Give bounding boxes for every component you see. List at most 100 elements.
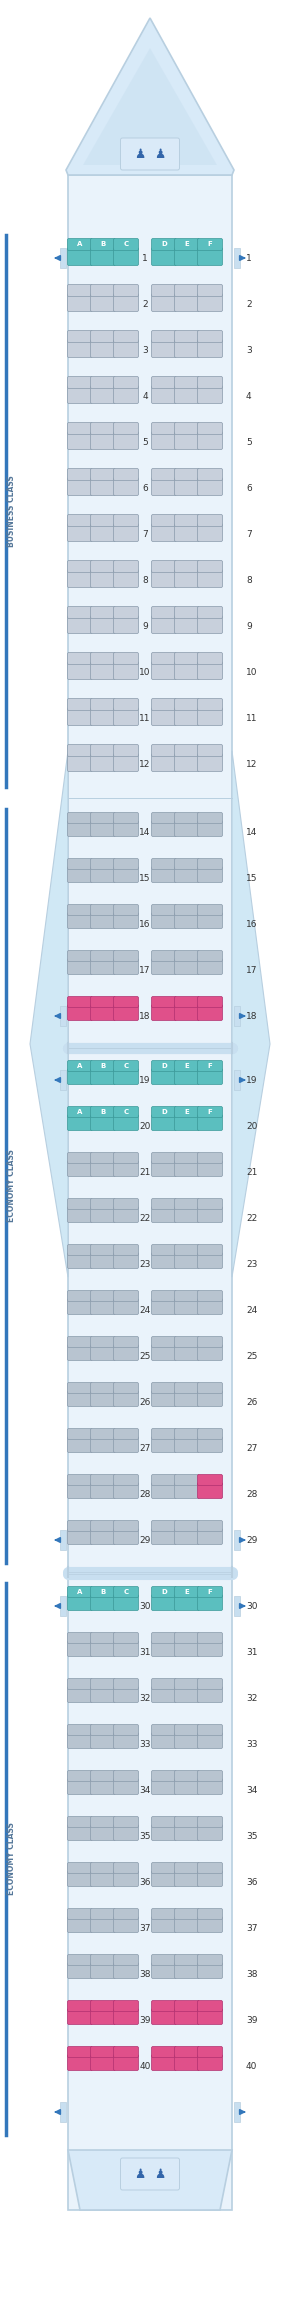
FancyBboxPatch shape [197,1586,223,1598]
Bar [234,248,240,267]
FancyBboxPatch shape [175,1732,200,1748]
FancyBboxPatch shape [91,1916,116,1932]
FancyBboxPatch shape [152,1382,176,1393]
FancyBboxPatch shape [152,560,176,574]
Text: 24: 24 [140,1307,151,1317]
FancyBboxPatch shape [91,755,116,771]
FancyBboxPatch shape [197,1437,223,1454]
FancyBboxPatch shape [175,959,200,975]
FancyBboxPatch shape [113,1068,139,1084]
FancyBboxPatch shape [91,478,116,495]
FancyBboxPatch shape [197,1344,223,1361]
Text: A: A [77,1063,83,1068]
FancyBboxPatch shape [113,239,139,251]
FancyBboxPatch shape [197,1068,223,1084]
FancyBboxPatch shape [113,1061,139,1070]
Text: B: B [100,1110,106,1115]
FancyBboxPatch shape [152,1732,176,1748]
FancyBboxPatch shape [175,996,200,1008]
Text: 20: 20 [139,1122,151,1131]
Polygon shape [30,750,68,1277]
FancyBboxPatch shape [121,137,179,170]
FancyBboxPatch shape [68,652,92,664]
Text: C: C [123,1110,129,1115]
FancyBboxPatch shape [91,1391,116,1407]
FancyBboxPatch shape [152,996,176,1008]
FancyBboxPatch shape [113,1391,139,1407]
Text: 1: 1 [246,255,252,262]
FancyBboxPatch shape [152,569,176,587]
FancyBboxPatch shape [91,996,116,1008]
Text: 3: 3 [246,346,252,355]
FancyBboxPatch shape [91,1779,116,1795]
FancyBboxPatch shape [68,1207,92,1221]
FancyBboxPatch shape [113,286,139,297]
FancyBboxPatch shape [113,615,139,634]
FancyBboxPatch shape [197,515,223,527]
Text: 6: 6 [246,485,252,492]
FancyBboxPatch shape [91,1428,116,1440]
FancyBboxPatch shape [68,376,92,388]
FancyBboxPatch shape [91,1862,116,1874]
FancyBboxPatch shape [197,820,223,836]
FancyBboxPatch shape [68,1779,92,1795]
FancyBboxPatch shape [91,1769,116,1781]
FancyBboxPatch shape [91,906,116,915]
FancyBboxPatch shape [152,913,176,929]
FancyBboxPatch shape [68,1437,92,1454]
FancyBboxPatch shape [91,1872,116,1885]
FancyBboxPatch shape [175,1474,200,1486]
FancyBboxPatch shape [197,1916,223,1932]
FancyBboxPatch shape [91,615,116,634]
FancyBboxPatch shape [113,1337,139,1347]
Text: 40: 40 [139,2062,151,2071]
FancyBboxPatch shape [68,2002,92,2011]
Text: 21: 21 [246,1168,257,1177]
FancyBboxPatch shape [175,2046,200,2057]
Text: 14: 14 [246,829,257,838]
FancyBboxPatch shape [68,859,92,868]
Text: A: A [77,1588,83,1595]
FancyBboxPatch shape [91,1061,116,1070]
FancyBboxPatch shape [113,1679,139,1690]
Text: 2: 2 [142,300,148,309]
FancyBboxPatch shape [197,2009,223,2025]
Text: 10: 10 [246,669,257,678]
FancyBboxPatch shape [91,1732,116,1748]
FancyBboxPatch shape [175,1161,200,1177]
FancyBboxPatch shape [113,339,139,358]
FancyBboxPatch shape [113,1769,139,1781]
FancyBboxPatch shape [175,1521,200,1533]
FancyBboxPatch shape [197,1198,223,1210]
Text: 38: 38 [246,1971,257,1978]
FancyBboxPatch shape [175,1862,200,1874]
FancyBboxPatch shape [68,699,92,711]
FancyBboxPatch shape [175,1595,200,1611]
FancyBboxPatch shape [91,293,116,311]
FancyBboxPatch shape [68,1152,92,1163]
FancyBboxPatch shape [113,569,139,587]
Text: 37: 37 [139,1925,151,1934]
FancyBboxPatch shape [68,1337,92,1347]
Text: 17: 17 [139,966,151,975]
Text: ♟: ♟ [154,2166,166,2180]
FancyBboxPatch shape [197,1595,223,1611]
FancyBboxPatch shape [113,2009,139,2025]
Text: 40: 40 [246,2062,257,2071]
FancyBboxPatch shape [113,708,139,724]
FancyBboxPatch shape [175,293,200,311]
FancyBboxPatch shape [152,2009,176,2025]
FancyBboxPatch shape [113,913,139,929]
Text: 15: 15 [139,875,151,882]
FancyBboxPatch shape [175,1061,200,1070]
FancyBboxPatch shape [68,385,92,404]
FancyBboxPatch shape [113,385,139,404]
FancyBboxPatch shape [91,286,116,297]
FancyBboxPatch shape [113,1298,139,1314]
FancyBboxPatch shape [197,913,223,929]
FancyBboxPatch shape [175,339,200,358]
FancyBboxPatch shape [68,1061,92,1070]
Bar [234,1070,240,1089]
FancyBboxPatch shape [113,2002,139,2011]
FancyBboxPatch shape [68,1872,92,1885]
